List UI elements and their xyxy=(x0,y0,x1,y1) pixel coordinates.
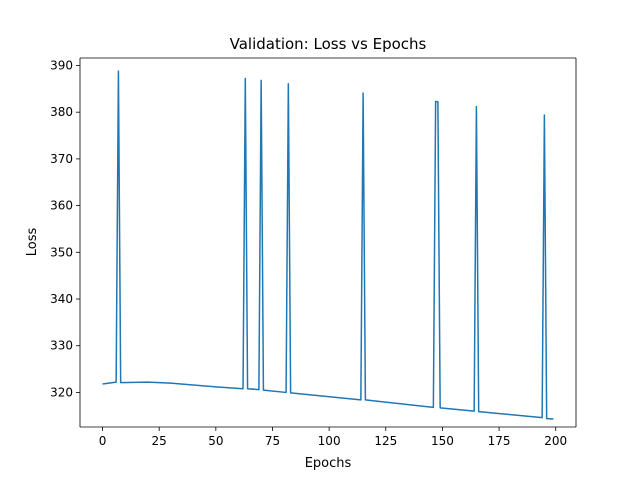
y-tick-label: 370 xyxy=(50,152,73,166)
x-tick-label: 25 xyxy=(152,434,167,448)
x-tick-label: 100 xyxy=(318,434,341,448)
x-axis-title: Epochs xyxy=(305,456,352,471)
x-tick-label: 150 xyxy=(431,434,454,448)
y-axis-title: Loss xyxy=(25,228,40,257)
y-tick-label: 340 xyxy=(50,292,73,306)
x-tick-label: 0 xyxy=(99,434,107,448)
x-tick-label: 125 xyxy=(374,434,397,448)
x-axis-ticks: 0 25 50 75 100 125 150 175 200 xyxy=(99,427,567,448)
chart-title: Validation: Loss vs Epochs xyxy=(230,35,427,53)
x-tick-label: 50 xyxy=(208,434,223,448)
y-tick-label: 320 xyxy=(50,385,73,399)
series-line-loss xyxy=(102,70,554,420)
y-tick-label: 380 xyxy=(50,105,73,119)
plot-area xyxy=(80,58,576,427)
plot-frame xyxy=(79,57,577,428)
y-axis-ticks: 320 330 340 350 360 370 380 390 xyxy=(50,58,80,399)
y-tick-label: 360 xyxy=(50,199,73,213)
x-tick-label: 75 xyxy=(265,434,280,448)
y-tick-label: 350 xyxy=(50,245,73,259)
y-tick-label: 390 xyxy=(50,58,73,72)
x-tick-label: 175 xyxy=(488,434,511,448)
x-tick-label: 200 xyxy=(544,434,567,448)
y-tick-label: 330 xyxy=(50,339,73,353)
